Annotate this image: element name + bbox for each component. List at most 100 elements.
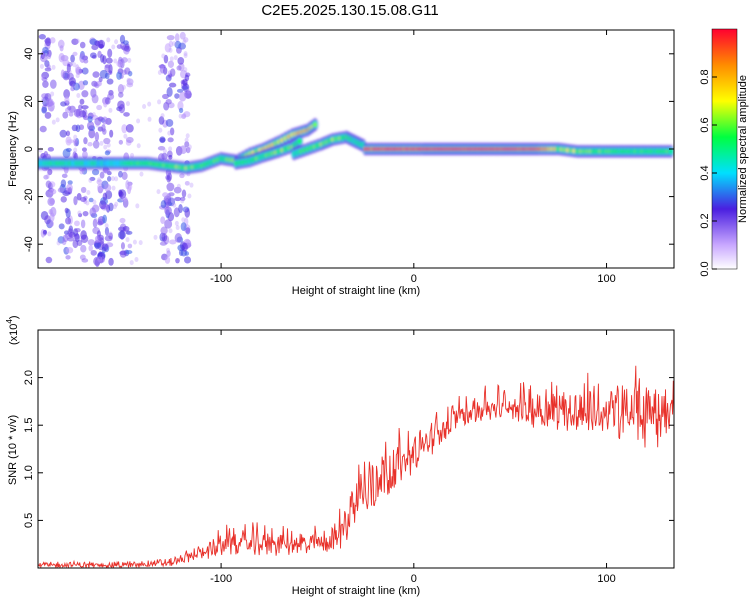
- noise-cell: [153, 234, 158, 240]
- noise-cell: [43, 150, 48, 157]
- noise-cell: [94, 131, 100, 142]
- noise-cell: [95, 236, 100, 242]
- noise-cell: [172, 41, 177, 47]
- spectrogram-x-ticks: -100 0 100: [210, 30, 616, 285]
- noise-cell: [67, 180, 73, 185]
- snr-plot-area: [38, 330, 674, 568]
- noise-cell: [43, 174, 49, 180]
- snr-x-ticks: -100 0 100: [210, 330, 616, 585]
- y-tick-label: 2.0: [23, 370, 35, 385]
- noise-cell: [40, 75, 45, 81]
- noise-cell: [72, 138, 78, 144]
- noise-cell: [126, 77, 131, 83]
- noise-cell: [184, 256, 192, 264]
- noise-cell: [123, 112, 130, 117]
- noise-cell: [73, 233, 80, 240]
- noise-cell: [91, 112, 96, 118]
- y-tick-label: 0: [23, 146, 35, 152]
- noise-cell: [81, 105, 89, 110]
- svg-text:(x104): (x104): [5, 315, 20, 345]
- noise-cell: [92, 71, 100, 78]
- noise-cell: [74, 227, 81, 233]
- noise-cell: [183, 67, 188, 73]
- colorbar-tick-label: 0.6: [699, 117, 711, 132]
- noise-cell: [108, 257, 114, 266]
- noise-cell: [105, 190, 113, 200]
- noise-cell: [134, 257, 139, 263]
- noise-cell: [49, 79, 57, 89]
- y-tick-label: 1.5: [23, 418, 35, 433]
- noise-cell: [114, 201, 119, 207]
- noise-cell: [102, 128, 107, 135]
- noise-cell: [180, 222, 187, 232]
- noise-cell: [48, 208, 53, 215]
- colorbar-ticks: 0.0 0.2 0.4 0.6 0.8: [699, 69, 717, 277]
- noise-cell: [75, 64, 80, 74]
- noise-cell: [90, 250, 97, 256]
- noise-cell: [79, 53, 86, 63]
- spectrogram-panel: -100 0 100 -40 -20 0 20 40 Height of straight …: [7, 29, 675, 297]
- noise-cell: [93, 217, 98, 223]
- y-tick-label: 0.5: [23, 513, 35, 528]
- noise-cell: [176, 88, 184, 93]
- noise-cell: [48, 100, 53, 106]
- noise-cell: [80, 186, 87, 193]
- noise-cell: [50, 91, 55, 97]
- page-title: C2E5.2025.130.15.08.G11: [261, 2, 439, 19]
- snr-y-ticks: 0.5 1.0 1.5 2.0: [23, 370, 674, 528]
- noise-cell: [40, 51, 45, 60]
- noise-cell: [124, 45, 131, 52]
- noise-cell: [186, 88, 191, 94]
- noise-cell: [83, 137, 88, 145]
- noise-cell: [157, 99, 162, 105]
- noise-cell: [126, 78, 134, 86]
- noise-cell: [44, 111, 52, 119]
- noise-cell: [96, 104, 103, 111]
- noise-cell: [183, 206, 188, 212]
- noise-cell: [125, 249, 133, 255]
- noise-cell: [179, 31, 186, 40]
- noise-cell: [66, 72, 74, 81]
- snr-panel: -100 0 100 0.5 1.0 1.5 2.0 Height of straight…: [5, 315, 675, 597]
- noise-cell: [120, 242, 125, 250]
- noise-cell: [66, 183, 73, 193]
- noise-cell: [103, 144, 108, 150]
- noise-cell: [80, 197, 85, 203]
- noise-cell: [125, 136, 134, 143]
- noise-cell: [174, 93, 180, 99]
- noise-cell: [160, 216, 166, 225]
- noise-cell: [82, 210, 89, 217]
- colorbar-tick-label: 0.0: [699, 261, 711, 276]
- noise-cell: [92, 199, 97, 205]
- x-tick-label: -100: [210, 273, 232, 285]
- noise-cell: [75, 73, 80, 79]
- noise-cell: [46, 53, 52, 60]
- noise-cell: [118, 103, 126, 114]
- noise-cell: [104, 64, 111, 73]
- noise-cell: [179, 173, 185, 179]
- noise-cell: [167, 137, 174, 143]
- noise-cell: [174, 196, 182, 202]
- noise-cell: [158, 127, 163, 133]
- snr-line: [38, 365, 674, 568]
- noise-cell: [82, 80, 89, 86]
- noise-cell: [176, 65, 182, 71]
- noise-cell: [167, 130, 172, 136]
- noise-cell: [106, 37, 111, 43]
- noise-cell: [158, 64, 166, 69]
- noise-cell: [60, 196, 67, 203]
- noise-cell: [97, 234, 104, 241]
- noise-cell: [183, 51, 188, 57]
- snr-multiplier-base: (x10: [8, 324, 20, 345]
- noise-cell: [112, 204, 117, 210]
- noise-cell: [106, 142, 111, 148]
- noise-cell: [138, 240, 143, 246]
- noise-cell: [176, 183, 181, 189]
- noise-cell: [67, 228, 74, 238]
- noise-cell: [71, 124, 79, 132]
- noise-cell: [156, 189, 161, 195]
- noise-cell: [72, 83, 77, 89]
- noise-cell: [79, 98, 85, 105]
- noise-cell: [158, 116, 165, 125]
- noise-cell: [125, 123, 134, 133]
